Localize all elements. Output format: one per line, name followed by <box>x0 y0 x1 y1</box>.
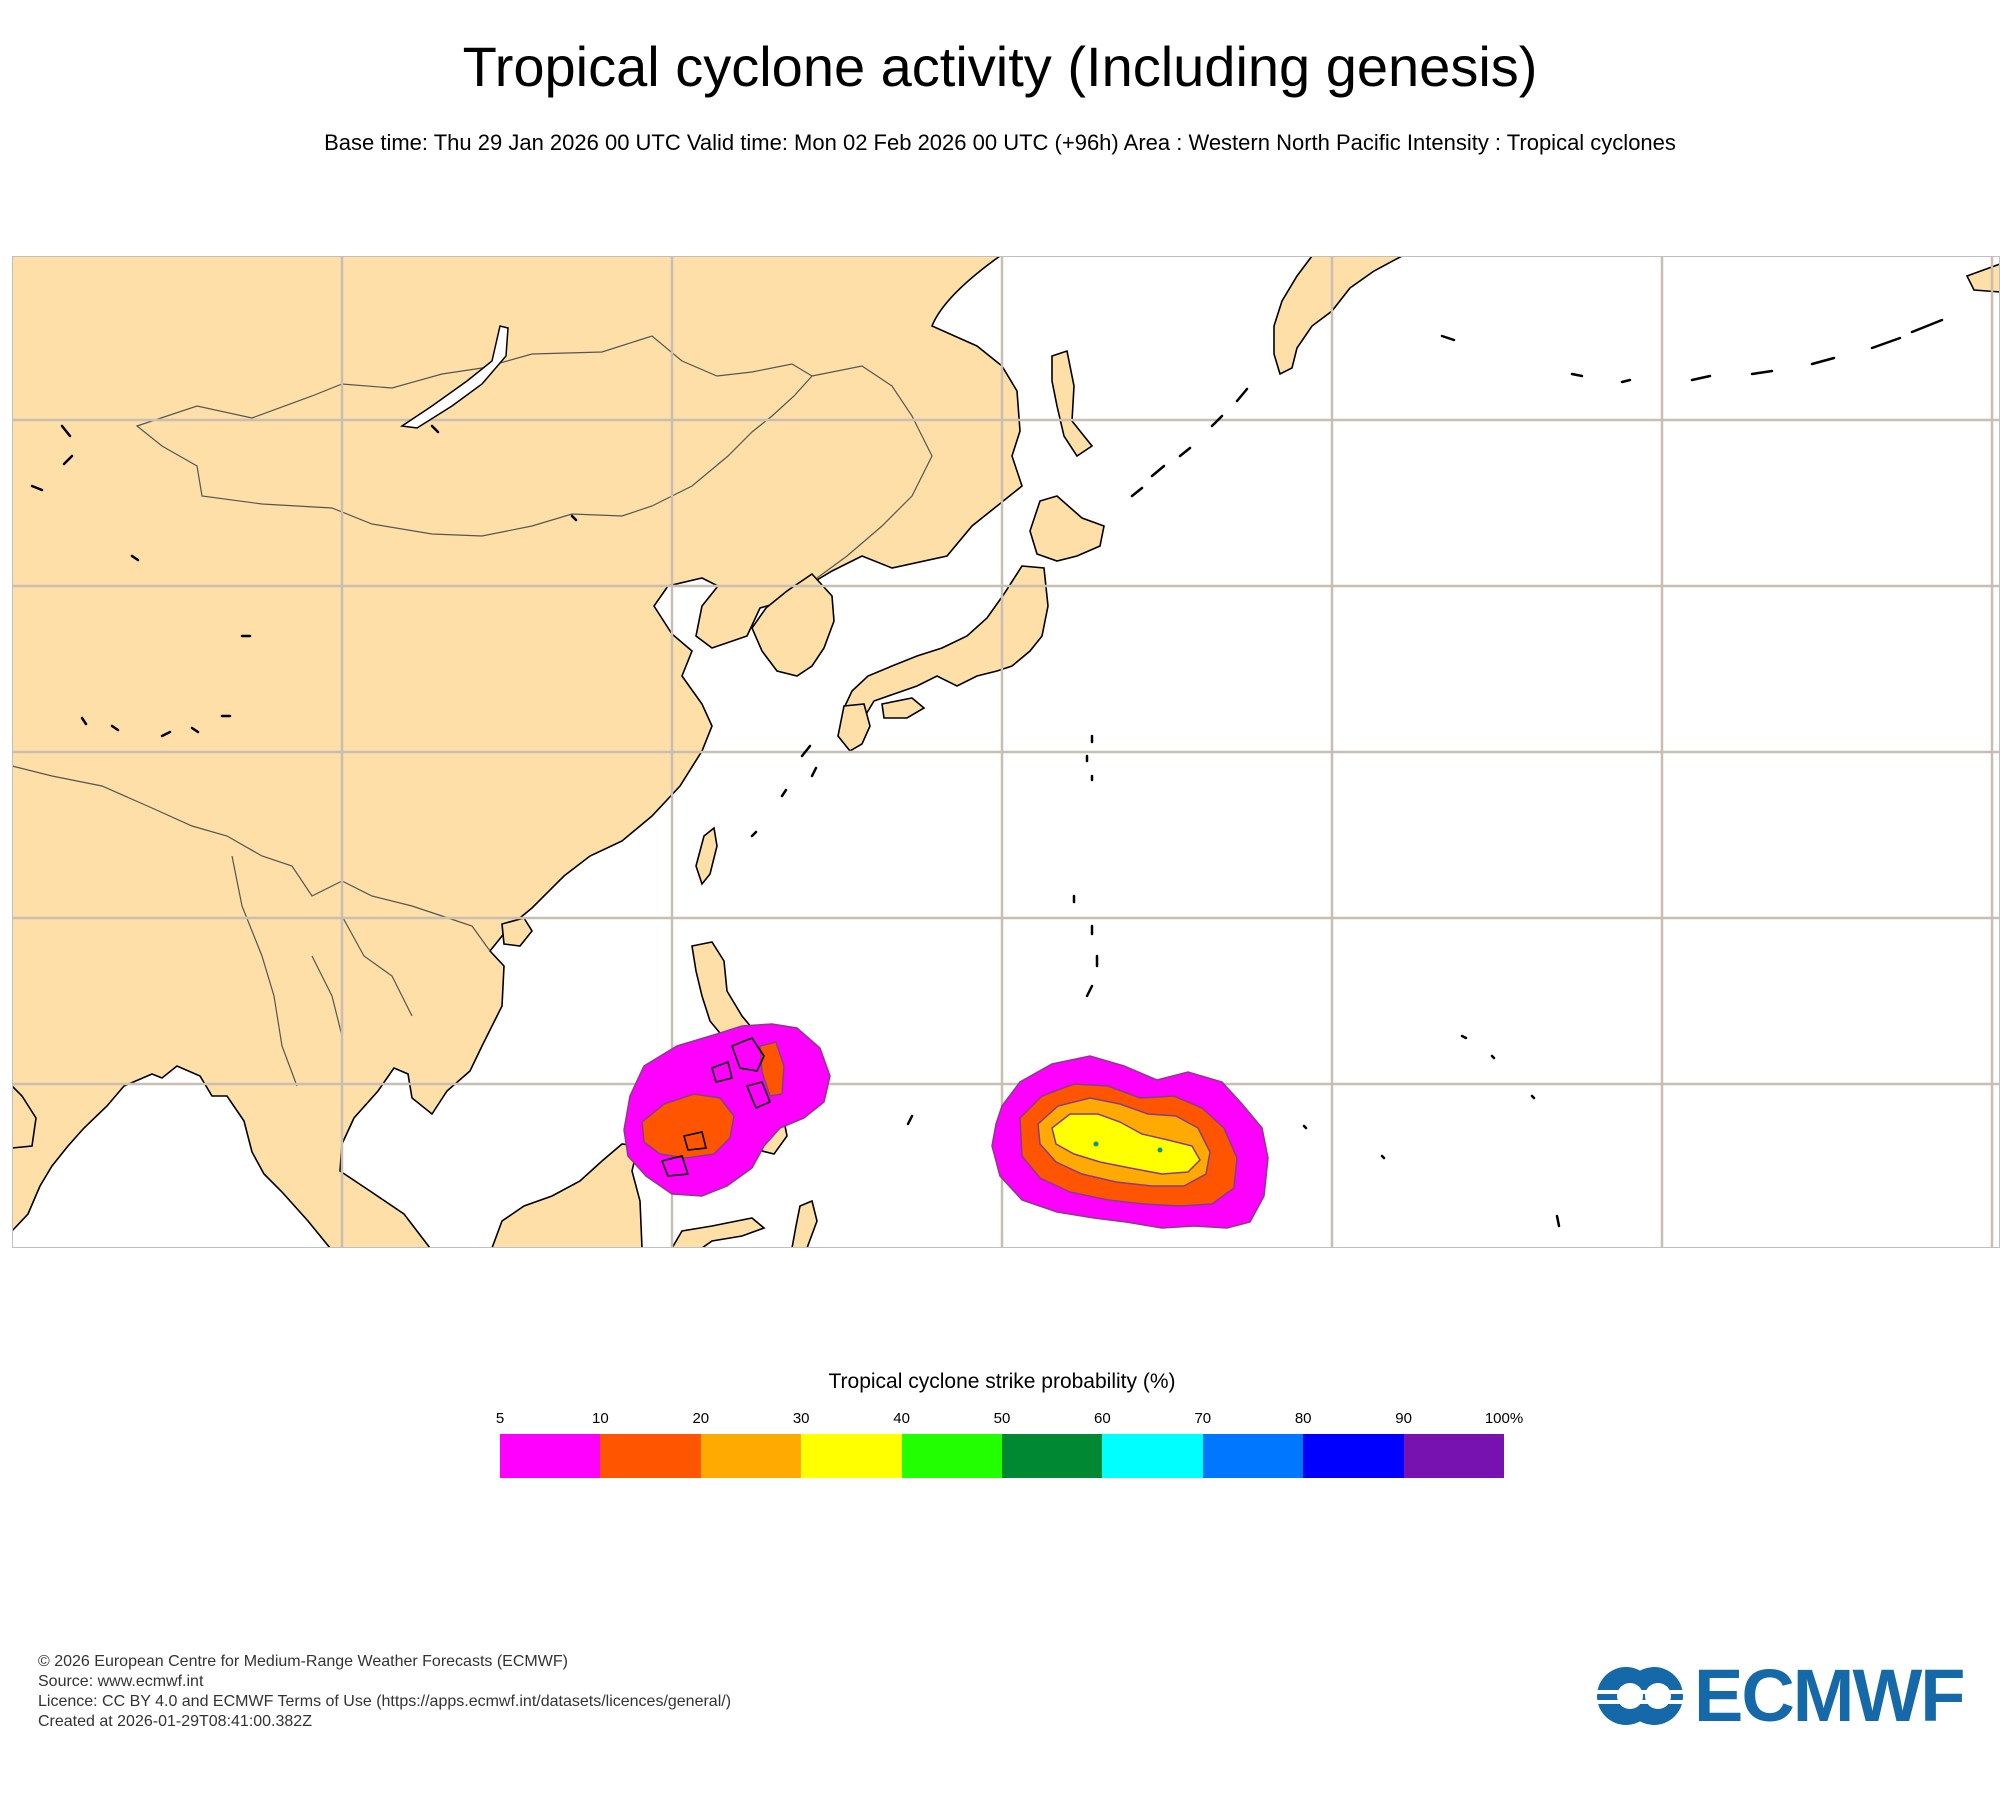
legend-swatch <box>700 1434 802 1478</box>
strike-prob-area-pacific[interactable] <box>991 1055 1269 1229</box>
graticule <box>12 256 2000 1248</box>
map-canvas[interactable] <box>12 256 2000 1248</box>
legend: Tropical cyclone strike probability (%) … <box>496 1370 1523 1490</box>
lake-baikal <box>399 325 509 429</box>
land-halmahera <box>791 1199 818 1248</box>
legend-tick: 40 <box>893 1410 910 1427</box>
legend-tick: 10 <box>592 1410 609 1427</box>
land-japan-shikoku <box>881 697 926 719</box>
legend-swatch <box>801 1434 902 1478</box>
footer-licence: Licence: CC BY 4.0 and ECMWF Terms of Us… <box>38 1693 732 1710</box>
prob-peak-marker <box>1157 1147 1163 1153</box>
legend-tick: 100% <box>1484 1410 1524 1427</box>
legend-swatch <box>1303 1434 1404 1478</box>
legend-swatch <box>1403 1434 1505 1478</box>
legend-swatch <box>1202 1434 1304 1478</box>
footer-copyright: © 2026 European Centre for Medium-Range … <box>38 1653 568 1670</box>
land-kamchatka <box>1273 256 1403 376</box>
legend-swatch <box>1102 1434 1203 1478</box>
footer-credits: © 2026 European Centre for Medium-Range … <box>38 1652 731 1732</box>
land-west-edge <box>12 1084 37 1149</box>
map-panel[interactable] <box>12 256 2000 1248</box>
subtitle: Base time: Thu 29 Jan 2026 00 UTC Valid … <box>324 130 1676 155</box>
land-japan-honshu <box>843 565 1049 728</box>
land-borneo <box>491 1143 643 1248</box>
legend-colorbar <box>500 1434 1505 1478</box>
prob-peak-marker <box>1093 1141 1099 1147</box>
legend-tick: 50 <box>993 1410 1011 1427</box>
pacific-islands <box>30 318 1944 1228</box>
legend-swatch <box>500 1434 601 1478</box>
land-sulawesi <box>671 1217 766 1248</box>
prob-band-30-40 <box>1051 1113 1201 1175</box>
border-china-southwest <box>12 765 491 952</box>
page-title: Tropical cyclone activity (Including gen… <box>462 35 1538 98</box>
legend-tick: 70 <box>1194 1410 1212 1427</box>
prob-band-10-20-luzon <box>759 1041 785 1097</box>
land-sakhalin <box>1051 349 1094 458</box>
legend-tick: 80 <box>1294 1410 1312 1427</box>
legend-tick: 5 <box>495 1410 505 1427</box>
legend-tick: 20 <box>692 1410 710 1427</box>
land-taiwan <box>695 826 718 886</box>
legend-title: Tropical cyclone strike probability (%) <box>828 1370 1176 1393</box>
border-indochina <box>231 855 413 1087</box>
land-japan-hokkaido <box>1029 495 1105 562</box>
legend-tick: 60 <box>1094 1410 1111 1427</box>
land-korea <box>751 572 835 677</box>
legend-tick: 90 <box>1395 1410 1412 1427</box>
footer-source: Source: www.ecmwf.int <box>38 1673 204 1690</box>
footer-created: Created at 2026-01-29T08:41:00.382Z <box>38 1713 312 1730</box>
philippine-islands-outline <box>660 1037 772 1177</box>
ecmwf-logo: ECMWF <box>1594 1658 1974 1734</box>
border-manchuria <box>811 365 933 579</box>
prob-band-10-20 <box>641 1093 735 1159</box>
ecmwf-logo-icon <box>1594 1667 1686 1725</box>
legend-swatch <box>901 1434 1003 1478</box>
strike-prob-area-philippines[interactable] <box>623 1023 831 1197</box>
border-mongolia <box>135 335 813 537</box>
legend-tick: 30 <box>792 1410 810 1427</box>
ecmwf-logo-text: ECMWF <box>1694 1654 1965 1737</box>
legend-swatch <box>600 1434 701 1478</box>
land-japan-kyushu <box>837 703 871 753</box>
legend-swatch <box>1002 1434 1103 1478</box>
